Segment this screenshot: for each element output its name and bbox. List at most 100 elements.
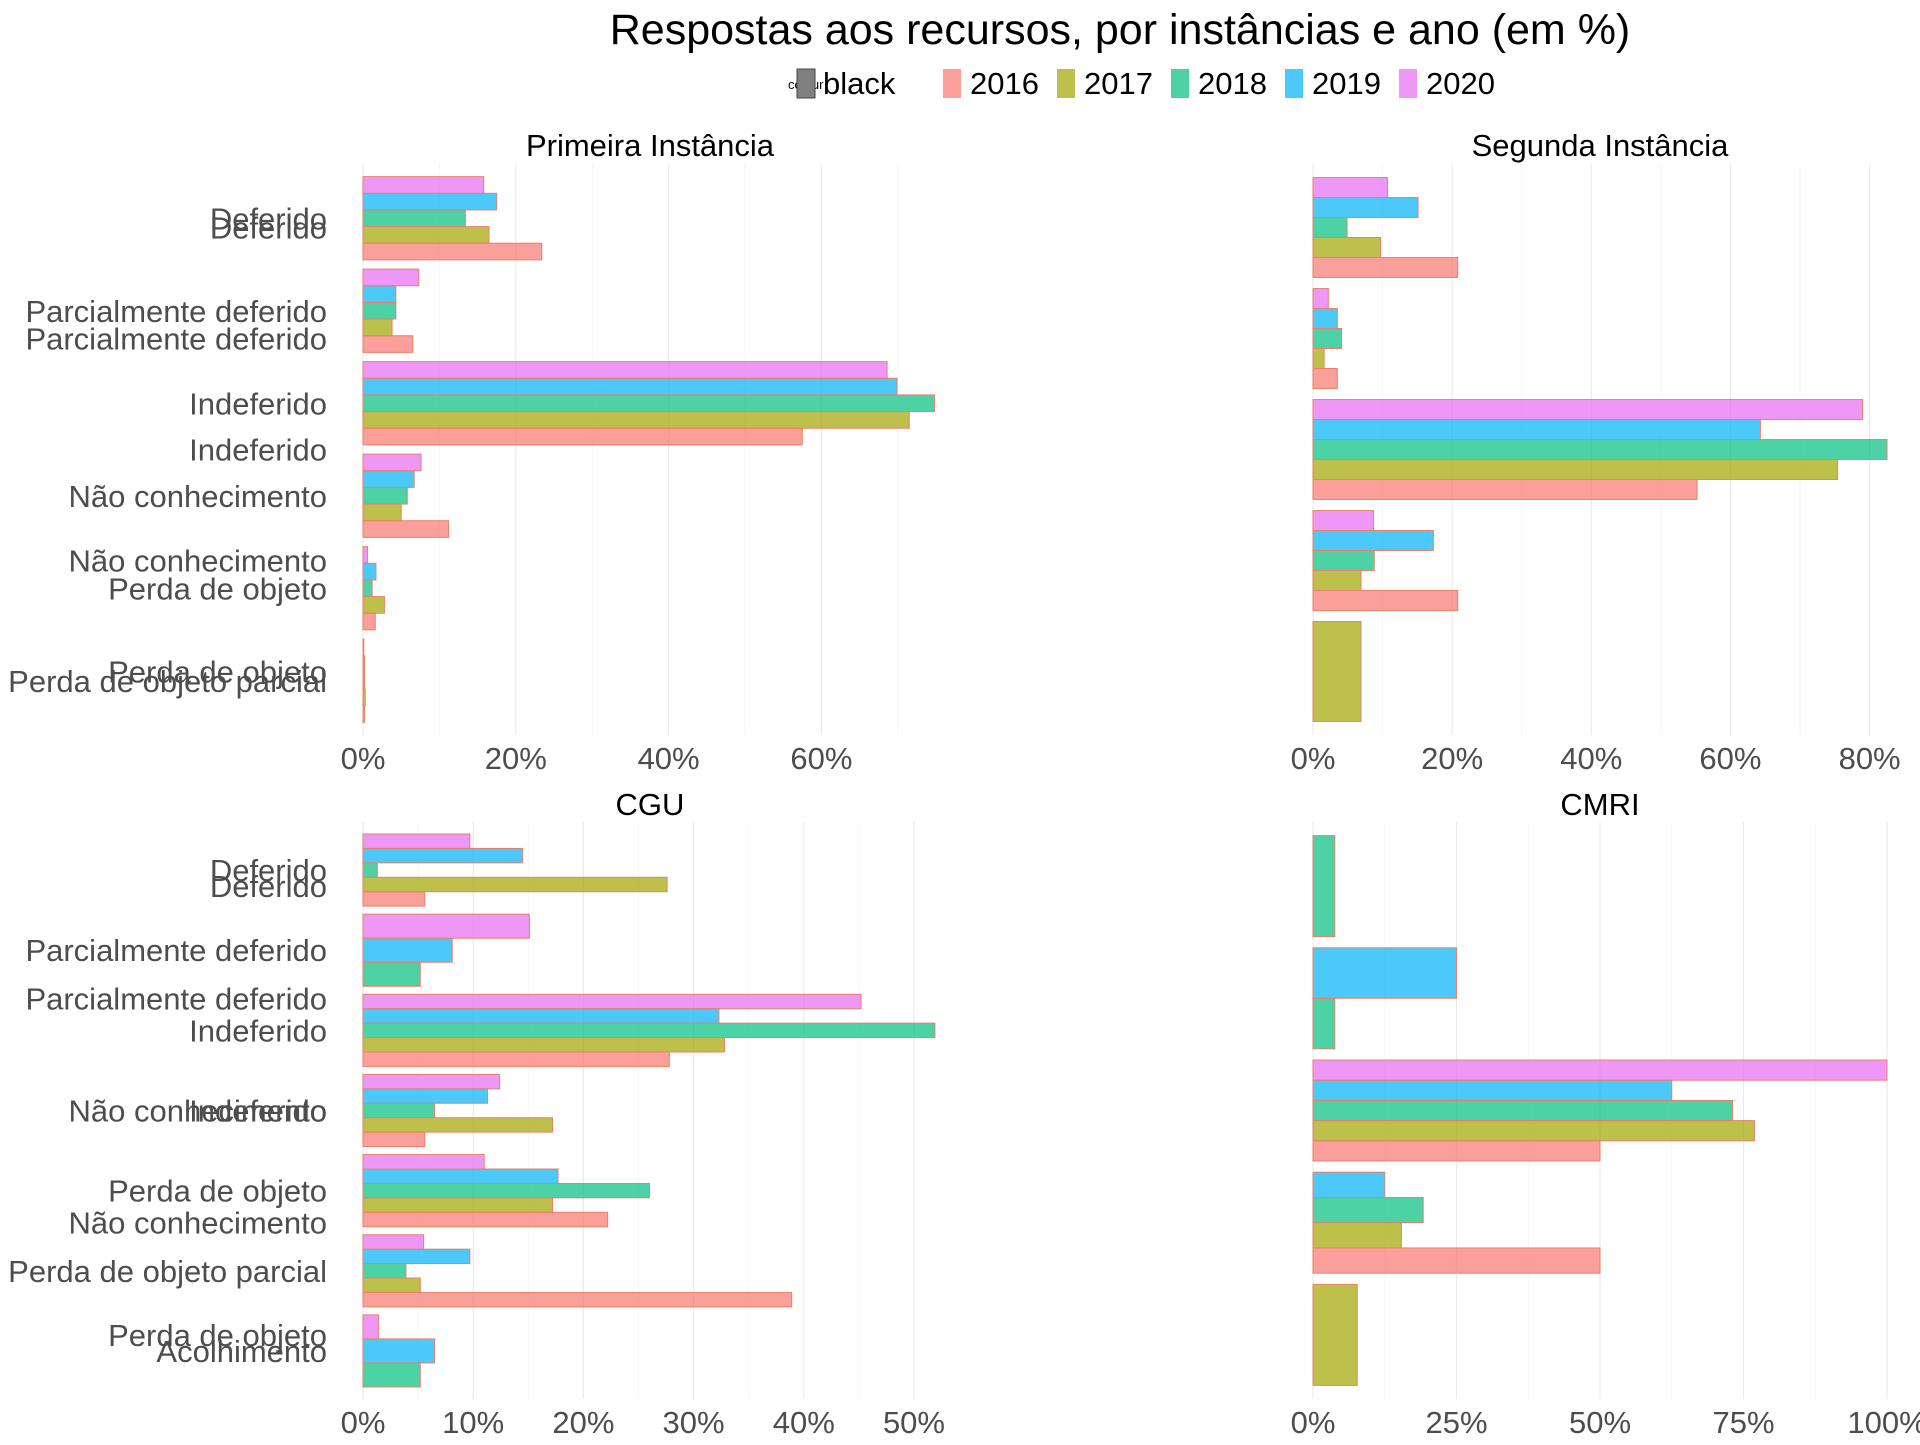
category-label-parcialmente-deferido: Parcialmente deferido: [25, 322, 327, 357]
bar-indeferido-2017: [1312, 458, 1839, 480]
category-label-nao-conhecimento: Não conhecimento: [69, 1206, 328, 1241]
bar-indeferido-2019: [362, 1008, 720, 1024]
bar-deferido-2018: [1312, 217, 1348, 238]
category-label-deferido: Deferido: [210, 869, 327, 904]
bar-perda-de-objeto-2016: [362, 612, 376, 631]
bar-parcialmente-deferido-2018: [1312, 328, 1343, 349]
legend-key-2017: [1057, 69, 1075, 98]
bar-nao-conhecimento-2019: [362, 470, 415, 488]
tick-label: 80%: [1839, 741, 1901, 776]
bar-indeferido-2018: [362, 394, 935, 413]
tick-label: 20%: [552, 1405, 614, 1440]
bar-deferido-2017: [362, 226, 490, 244]
panel-title-cgu: CGU: [616, 787, 685, 822]
legend-key-black: [796, 68, 816, 99]
bar-perda-de-objeto-2017: [1312, 621, 1362, 722]
tick-label: 25%: [1425, 1405, 1487, 1440]
bar-parcialmente-deferido-2018: [362, 961, 421, 987]
bar-nao-conhecimento-2020: [1312, 510, 1375, 532]
category-label-deferido: Deferido: [210, 201, 327, 236]
bar-deferido-2019: [362, 192, 498, 211]
category-label-parcialmente-deferido: Parcialmente deferido: [25, 294, 327, 329]
category-label-nao-conhecimento: Não conhecimento: [69, 479, 328, 514]
bar-perda-de-objeto-2017: [362, 596, 385, 614]
category-label-deferido: Deferido: [210, 211, 327, 246]
bar-nao-conhecimento-2016: [1312, 1247, 1601, 1274]
bar-perda-de-objeto-parcial-2018: [362, 1263, 407, 1279]
bar-nao-conhecimento-2018: [362, 486, 408, 505]
tick-label: 30%: [663, 1405, 725, 1440]
bar-perda-de-objeto-2018: [362, 1182, 650, 1199]
bar-indeferido-2016: [1312, 478, 1698, 500]
bar-parcialmente-deferido-2019: [1312, 308, 1338, 330]
bar-nao-conhecimento-2018: [1312, 1196, 1424, 1224]
tick-label: 60%: [1699, 741, 1761, 776]
tick-label: 0%: [1291, 741, 1336, 776]
bar-perda-de-objeto-2018: [362, 579, 373, 598]
bar-parcialmente-deferido-2019: [362, 285, 397, 303]
bar-indeferido-2019: [362, 377, 898, 396]
bar-indeferido-2020: [362, 993, 862, 1010]
bar-deferido-2017: [1312, 236, 1381, 258]
panel-cgu: CGU 0% 10% 20% 30% 40% 50% Deferido Parcialmente…: [8, 787, 945, 1440]
bar-deferido-2018: [362, 209, 466, 228]
bar-nao-conhecimento-2019: [362, 1088, 489, 1104]
bar-nao-conhecimento-2016: [362, 520, 450, 538]
bar-perda-de-objeto-2017: [362, 1197, 554, 1213]
legend-label-2020: 2020: [1426, 66, 1495, 101]
bar-nao-conhecimento-2017: [1312, 569, 1362, 591]
bar-parcialmente-deferido-2016: [1312, 367, 1338, 389]
bar-indeferido-2018: [1312, 1099, 1734, 1122]
tick-label: 40%: [1560, 741, 1622, 776]
tick-label: 20%: [1421, 741, 1483, 776]
category-label-perda-de-objeto: Perda de objeto: [108, 1174, 327, 1209]
bar-acolhimento-2020: [362, 1314, 379, 1340]
bar-perda-de-objeto-parcial-2017: [362, 688, 366, 707]
category-label-nao-conhecimento: Não conhecimento: [69, 1094, 328, 1129]
bar-parcialmente-deferido-2019: [1312, 947, 1457, 999]
bar-perda-de-objeto-parcial-2020: [362, 638, 365, 657]
bar-indeferido-2017: [1312, 1120, 1755, 1142]
category-label-perda-de-objeto: Perda de objeto: [108, 571, 327, 606]
category-label-perda-de-objeto: Perda de objeto: [108, 655, 327, 690]
tick-label: 40%: [773, 1405, 835, 1440]
panel-cmri: CMRI 0% 25% 50% 75% 100% Deferido Parcialmente …: [25, 787, 1920, 1440]
bar-nao-conhecimento-2020: [362, 1073, 501, 1090]
chart-title: Respostas aos recursos, por instâncias e…: [610, 6, 1631, 54]
bar-nao-conhecimento-2017: [1312, 1222, 1402, 1249]
category-label-nao-conhecimento: Não conhecimento: [69, 544, 328, 579]
bar-indeferido-2017: [362, 411, 910, 429]
bar-indeferido-2018: [362, 1022, 936, 1039]
bar-perda-de-objeto-2016: [362, 1211, 609, 1228]
bar-perda-de-objeto-parcial-2017: [362, 1277, 421, 1293]
category-label-indeferido: Indeferido: [189, 1094, 327, 1129]
bar-perda-de-objeto-2020: [362, 546, 369, 564]
bar-perda-de-objeto-parcial-2019: [362, 1248, 471, 1265]
bar-indeferido-2016: [1312, 1140, 1601, 1162]
bar-parcialmente-deferido-2020: [362, 268, 420, 287]
bar-acolhimento-2019: [362, 1338, 436, 1364]
bar-perda-de-objeto-2019: [362, 562, 377, 581]
bar-parcialmente-deferido-2019: [362, 937, 453, 963]
bar-nao-conhecimento-2018: [1312, 550, 1375, 571]
bar-nao-conhecimento-2019: [1312, 1171, 1386, 1198]
bar-indeferido-2017: [362, 1037, 725, 1053]
bar-perda-de-objeto-parcial-2019: [362, 655, 366, 673]
bar-parcialmente-deferido-2016: [362, 335, 414, 353]
bar-indeferido-2018: [1312, 439, 1888, 460]
bar-deferido-2018: [1312, 835, 1336, 938]
panel-title-cmri: CMRI: [1560, 787, 1639, 822]
legend-label-2016: 2016: [970, 66, 1039, 101]
legend-key-2019: [1285, 69, 1303, 98]
tick-label: 0%: [341, 741, 386, 776]
tick-label: 40%: [638, 741, 700, 776]
bar-perda-de-objeto-parcial-2016: [362, 1291, 793, 1308]
legend-key-2018: [1171, 69, 1189, 98]
tick-label: 10%: [442, 1405, 504, 1440]
category-label-perda-de-objeto-parcial: Perda de objeto parcial: [8, 1254, 327, 1289]
category-label-indeferido: Indeferido: [189, 433, 327, 468]
panels: Primeira Instância 0% 20% 40% 60% Deferido Par…: [8, 128, 1920, 1440]
bar-perda-de-objeto-2019: [362, 1168, 559, 1184]
bar-indeferido-2020: [362, 361, 888, 379]
